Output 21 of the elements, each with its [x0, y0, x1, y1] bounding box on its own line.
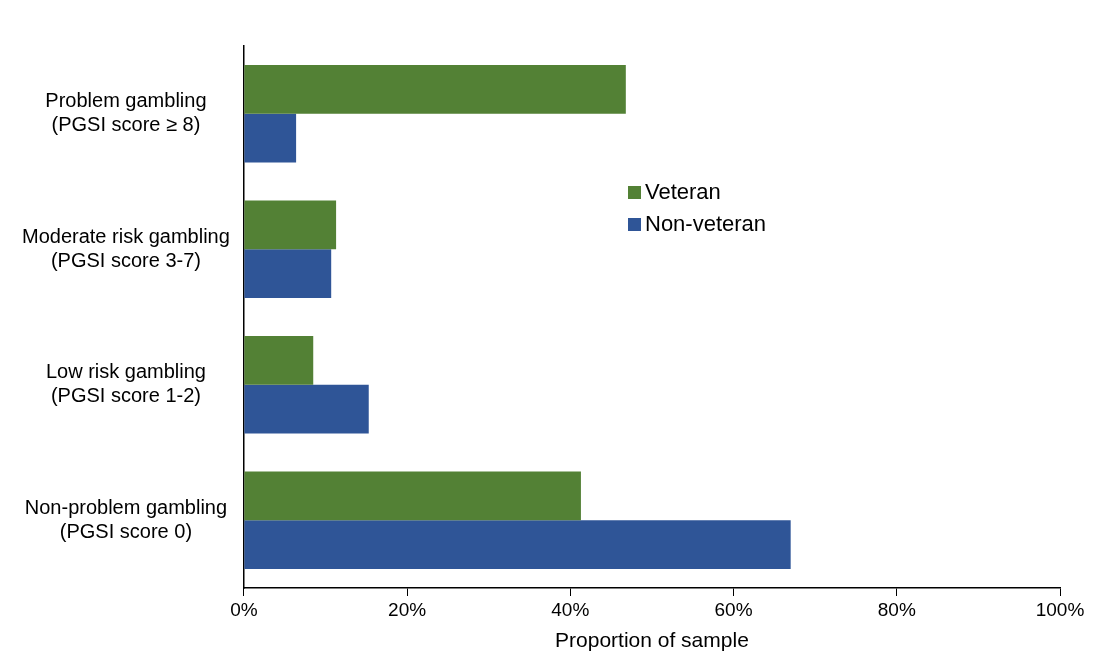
bar	[244, 384, 369, 434]
x-tick-label: 60%	[714, 598, 753, 620]
x-tick-label: 20%	[388, 598, 427, 620]
bar	[244, 471, 581, 521]
x-tick-label: 0%	[230, 598, 258, 620]
legend-label: Non-veteran	[645, 210, 767, 238]
y-tick-label: Non-problem gambling (PGSI score 0)	[24, 495, 228, 542]
bar	[244, 335, 314, 385]
legend-label: Veteran	[645, 178, 721, 206]
y-tick-label: Problem gambling (PGSI score ≥ 8)	[45, 89, 207, 136]
x-tick-label: 100%	[1035, 598, 1085, 620]
y-tick-label: Moderate risk gambling (PGSI score 3-7)	[22, 224, 230, 271]
bar	[244, 249, 332, 299]
bar	[244, 64, 626, 114]
x-tick-label: 80%	[877, 598, 916, 620]
bar	[244, 200, 337, 250]
x-axis-title: Proportion of sample	[555, 628, 749, 652]
x-tick-label: 40%	[551, 598, 590, 620]
bar	[244, 520, 791, 570]
bar	[244, 113, 297, 163]
y-tick-label: Low risk gambling (PGSI score 1-2)	[45, 360, 206, 407]
